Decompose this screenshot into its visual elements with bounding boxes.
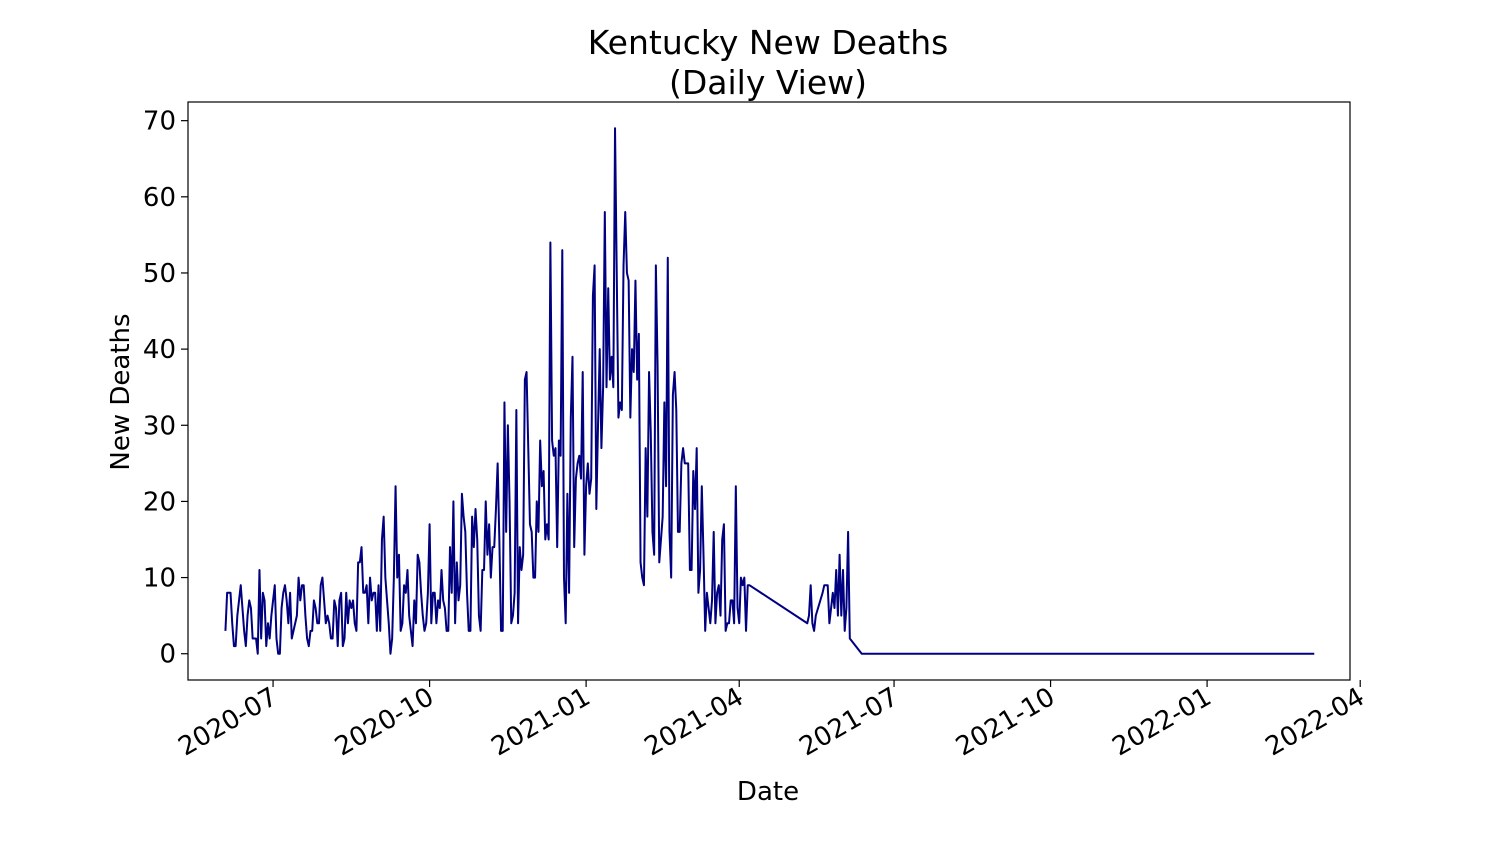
y-tick-label: 70 [143, 107, 176, 137]
y-axis-label: New Deaths [106, 313, 136, 470]
y-tick-label: 50 [143, 259, 176, 289]
series-line-new-deaths [224, 127, 1315, 655]
y-tick-label: 30 [143, 411, 176, 441]
y-tick-label: 20 [143, 487, 176, 517]
y-tick-label: 10 [143, 564, 176, 594]
y-tick-label: 40 [143, 335, 176, 365]
x-tick-label: 2021-04 [640, 682, 749, 762]
y-axis: 0 10 20 30 40 50 60 70 [143, 107, 188, 670]
x-tick-label: 2020-07 [173, 682, 282, 762]
chart-title-line-2: (Daily View) [669, 63, 867, 102]
y-tick-label: 0 [159, 640, 176, 670]
x-axis-label: Date [737, 777, 799, 807]
y-tick-label: 60 [143, 183, 176, 213]
x-tick-label: 2021-07 [794, 682, 903, 762]
plot-frame [187, 101, 1351, 681]
x-tick-label: 2022-04 [1261, 682, 1370, 762]
x-tick-label: 2021-10 [951, 682, 1060, 762]
x-tick-label: 2022-01 [1108, 682, 1217, 762]
x-tick-label: 2020-10 [330, 682, 439, 762]
x-tick-label: 2021-01 [487, 682, 596, 762]
chart-title-line-1: Kentucky New Deaths [588, 23, 949, 62]
x-axis: 2020-07 2020-10 2021-01 2021-04 2021-07 2021-… [173, 680, 1370, 762]
